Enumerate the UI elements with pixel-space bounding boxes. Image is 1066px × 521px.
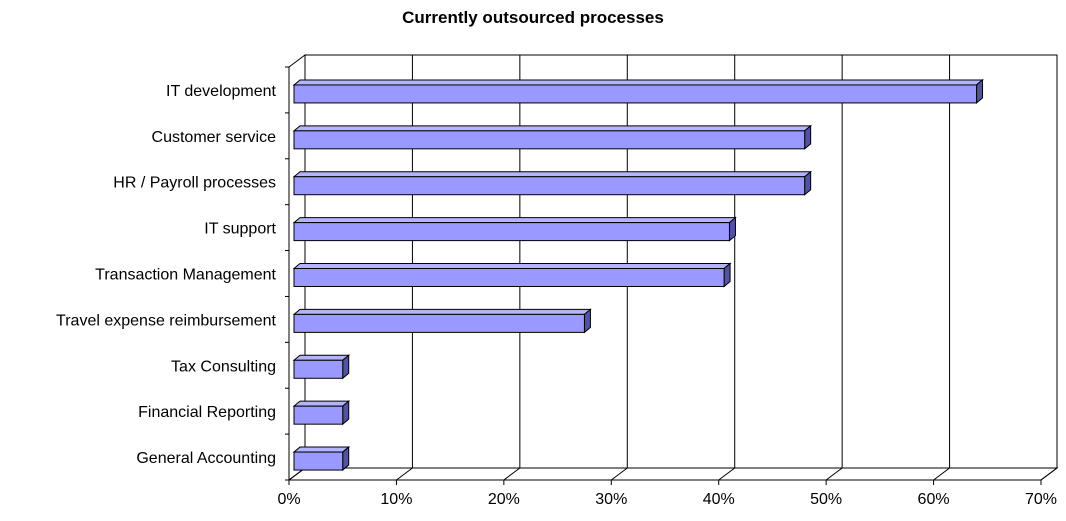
- bar: [292, 354, 351, 380]
- bar-front-face: [293, 176, 806, 196]
- chart-walls: [287, 54, 1059, 481]
- bar-front-face: [293, 222, 730, 242]
- category-label: Transaction Management: [95, 267, 276, 284]
- bar-top-face: [292, 171, 813, 178]
- x-tick-labels: 0% 10% 20% 30% 40% 50% 60% 70%: [277, 491, 1057, 508]
- bar: [292, 308, 592, 334]
- bar-front-face: [293, 359, 344, 379]
- bars-group: [292, 78, 984, 472]
- bar: [292, 400, 351, 426]
- floor-gridline: [503, 467, 521, 481]
- floor-gridline: [1040, 467, 1058, 481]
- floor-gridline: [718, 467, 736, 481]
- floor-gridline: [610, 467, 628, 481]
- bar: [292, 78, 984, 105]
- category-label: IT support: [204, 221, 276, 238]
- x-tick-label: 70%: [1025, 491, 1057, 508]
- bar-front-face: [293, 451, 344, 471]
- bar-front-face: [293, 405, 344, 425]
- floor-gridline: [396, 467, 413, 481]
- bar-front-face: [293, 268, 725, 287]
- bar-top-face: [292, 217, 737, 224]
- x-tick-label: 30%: [595, 491, 627, 508]
- x-tick-label: 50%: [810, 491, 842, 508]
- bar-top-face: [292, 354, 351, 361]
- bar-top-face: [292, 79, 984, 86]
- bar-top-face: [292, 125, 813, 132]
- bar-top-face: [292, 446, 351, 453]
- back-wall: [304, 54, 1058, 469]
- category-label: General Accounting: [136, 450, 276, 467]
- chart-title: Currently outsourced processes: [402, 8, 664, 27]
- category-label: Travel expense reimbursement: [56, 312, 277, 329]
- bar-front-face: [293, 130, 806, 150]
- x-tick-label: 10%: [380, 491, 412, 508]
- bar-front-face: [293, 84, 978, 104]
- bar-top-face: [292, 263, 732, 269]
- gridlines: [285, 55, 1058, 485]
- category-label: Tax Consulting: [171, 358, 276, 375]
- bar: [292, 170, 813, 196]
- x-tick-label: 20%: [488, 491, 520, 508]
- bar: [292, 445, 351, 472]
- category-labels: IT development Customer service HR / Payro…: [56, 83, 277, 467]
- x-tick-label: 0%: [277, 491, 300, 508]
- bar: [292, 262, 732, 288]
- bar-top-face: [292, 400, 351, 407]
- floor-gridline: [825, 467, 843, 481]
- category-label: IT development: [166, 83, 277, 100]
- x-tick-label: 40%: [703, 491, 735, 508]
- category-label: Financial Reporting: [138, 404, 276, 421]
- bar: [292, 124, 813, 150]
- bar: [292, 216, 737, 242]
- category-label: HR / Payroll processes: [113, 175, 276, 192]
- bar-front-face: [293, 313, 585, 333]
- category-label: Customer service: [152, 129, 277, 146]
- floor-gridline: [933, 467, 950, 481]
- x-tick-label: 60%: [918, 491, 950, 508]
- bar-top-face: [292, 308, 592, 315]
